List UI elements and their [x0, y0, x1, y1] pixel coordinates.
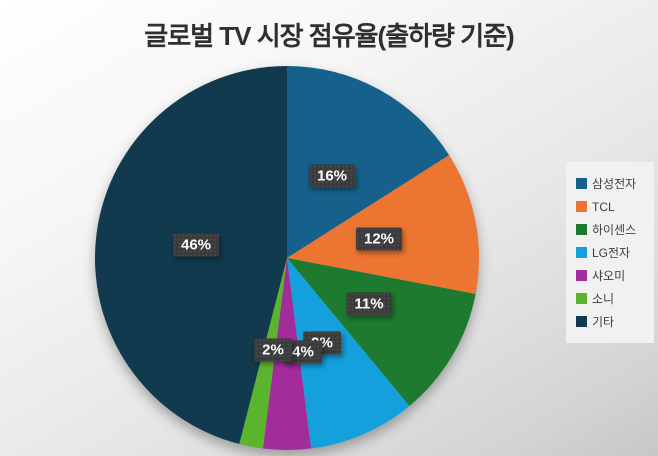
legend-label: 기타	[592, 315, 615, 329]
legend-item-6: 기타	[576, 310, 654, 333]
pie-slice-3	[287, 258, 410, 449]
legend-swatch-icon	[576, 270, 587, 281]
legend-swatch-icon	[576, 224, 587, 235]
legend-label: 삼성전자	[592, 177, 637, 191]
legend-label: 하이센스	[592, 223, 637, 237]
legend-label: 샤오미	[592, 269, 626, 283]
data-label-0: 16%	[308, 164, 356, 188]
data-label-2: 11%	[346, 292, 392, 316]
data-label-1: 12%	[355, 227, 403, 251]
legend-label: TCL	[592, 199, 615, 214]
legend-item-3: LG전자	[576, 241, 654, 264]
data-label-4: 4%	[284, 340, 322, 364]
legend-swatch-icon	[576, 201, 587, 212]
legend-item-5: 소니	[576, 287, 654, 310]
legend-swatch-icon	[576, 316, 587, 327]
legend-swatch-icon	[576, 247, 587, 258]
legend-item-1: TCL	[576, 195, 654, 218]
pie-slice-0	[287, 66, 450, 258]
legend-label: 소니	[592, 292, 615, 306]
data-label-5: 2%	[254, 338, 292, 362]
legend-item-2: 하이센스	[576, 218, 654, 241]
legend-swatch-icon	[576, 178, 587, 189]
pie-slices	[94, 66, 480, 451]
pie-slice-2	[287, 258, 476, 406]
legend-swatch-icon	[576, 293, 587, 304]
chart-title: 글로벌 TV 시장 점유율(출하량 기준)	[144, 21, 514, 51]
pie-slice-1	[287, 155, 480, 294]
legend-label: LG전자	[592, 246, 631, 260]
data-label-6: 46%	[172, 233, 220, 257]
legend-item-0: 삼성전자	[576, 172, 654, 195]
legend-item-4: 샤오미	[576, 264, 654, 287]
